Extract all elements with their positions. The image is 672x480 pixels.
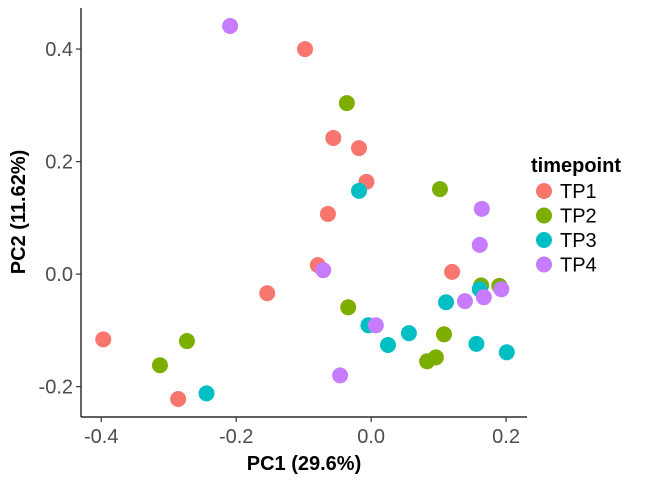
point-tp1: [319, 205, 336, 222]
point-tp1: [444, 263, 461, 280]
point-tp2: [419, 353, 436, 370]
point-tp2: [431, 181, 448, 198]
point-tp3: [400, 325, 417, 342]
legend-key-tp1: [536, 183, 552, 199]
point-tp1: [170, 390, 187, 407]
point-tp2: [151, 357, 168, 374]
point-tp2: [338, 95, 355, 112]
x-tick-label: 0.0: [357, 426, 385, 448]
point-tp1: [325, 129, 342, 146]
y-tick-label: 0.4: [45, 39, 73, 61]
point-tp4: [315, 262, 332, 279]
x-axis-title: PC1 (29.6%): [247, 453, 362, 475]
point-tp4: [493, 281, 510, 298]
point-tp4: [471, 236, 488, 253]
point-tp3: [498, 344, 515, 361]
point-tp3: [468, 335, 485, 352]
y-tick-label: 0.2: [45, 152, 73, 174]
point-tp2: [340, 299, 357, 316]
points-layer: [95, 18, 515, 407]
point-tp2: [178, 333, 195, 350]
x-tick-label: -0.2: [219, 426, 253, 448]
y-tick-label: -0.2: [39, 377, 73, 399]
point-tp3: [198, 385, 215, 402]
point-tp4: [367, 317, 384, 334]
point-tp3: [380, 336, 397, 353]
point-tp3: [438, 294, 455, 311]
point-tp1: [297, 41, 314, 58]
x-tick-label: 0.2: [492, 426, 520, 448]
y-tick-label: 0.0: [45, 264, 73, 286]
legend-title: timepoint: [531, 155, 621, 177]
point-tp2: [436, 326, 453, 343]
point-tp1: [350, 140, 367, 157]
point-tp4: [332, 367, 349, 384]
legend-key-tp3: [536, 232, 552, 248]
point-tp1: [95, 331, 112, 348]
legend-key-tp4: [536, 256, 552, 273]
legend-label: TP4: [560, 255, 597, 277]
legend-label: TP2: [560, 206, 597, 228]
point-tp3: [350, 182, 367, 199]
y-axis-title: PC2 (11.62%): [8, 150, 30, 275]
legend-label: TP3: [560, 230, 597, 252]
y-ticks: -0.2 0.0 0.2 0.4: [39, 39, 81, 399]
point-tp4: [473, 200, 490, 217]
x-ticks: -0.4 -0.2 0.0 0.2: [84, 417, 520, 448]
point-tp4: [456, 293, 473, 310]
legend-key-tp2: [536, 207, 552, 224]
point-tp1: [259, 285, 276, 302]
legend-label: TP1: [560, 181, 597, 203]
point-tp4: [475, 289, 492, 306]
point-tp4: [222, 18, 239, 35]
x-tick-label: -0.4: [84, 426, 118, 448]
